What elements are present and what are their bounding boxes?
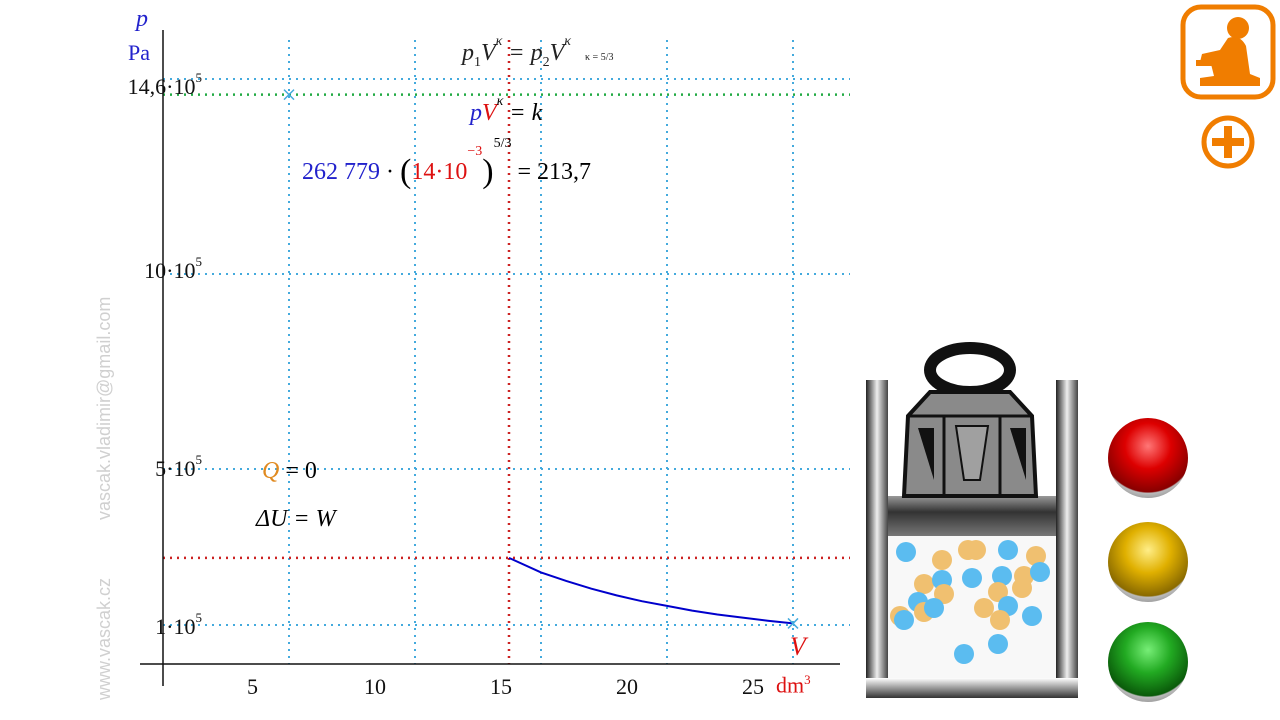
numeric-calculation: 262 779 · (14·10−3)5/3 = 213,7 xyxy=(302,136,591,190)
cylinder-bottom xyxy=(866,678,1078,698)
cylinder-wall-right xyxy=(1056,380,1078,698)
pv-constant-formula: pVκ = k xyxy=(470,94,543,126)
state-marker xyxy=(283,89,295,101)
state-marker xyxy=(787,617,799,629)
cylinder-wall-left xyxy=(866,380,888,698)
y-tick-label: 1·105 xyxy=(155,610,202,639)
piston-cylinder-illustration xyxy=(866,342,1078,698)
pv-chart xyxy=(140,30,850,686)
y-tick-label: 10·105 xyxy=(144,254,202,283)
x-axis-unit: dm3 xyxy=(776,672,811,698)
plus-icon[interactable] xyxy=(1200,114,1256,170)
red-button[interactable] xyxy=(1108,418,1188,498)
x-tick-label: 5 xyxy=(247,674,258,699)
adiabatic-curve xyxy=(508,556,794,625)
gas-molecules xyxy=(890,540,1050,664)
adiabatic-law-formula: p1Vκ = p2Vκ κ = 5/3 xyxy=(462,34,614,70)
yellow-button[interactable] xyxy=(1108,522,1188,602)
y-axis-unit: Pa xyxy=(128,40,150,65)
piston xyxy=(888,496,1056,536)
student-reading-icon[interactable] xyxy=(1180,4,1276,100)
heat-zero-label: Q = 0 xyxy=(262,458,317,484)
green-button[interactable] xyxy=(1108,622,1188,702)
weight-handle xyxy=(924,342,1016,398)
energy-work-label: ΔU = W xyxy=(256,506,336,532)
x-axis-symbol: V xyxy=(790,632,806,661)
x-tick-label: 25 xyxy=(742,674,764,699)
y-tick-label: 14,6·105 xyxy=(127,70,202,99)
y-axis-symbol: p xyxy=(136,6,148,32)
y-tick-label: 5·105 xyxy=(155,452,202,481)
x-tick-label: 20 xyxy=(616,674,638,699)
x-tick-label: 15 xyxy=(490,674,512,699)
x-tick-label: 10 xyxy=(364,674,386,699)
